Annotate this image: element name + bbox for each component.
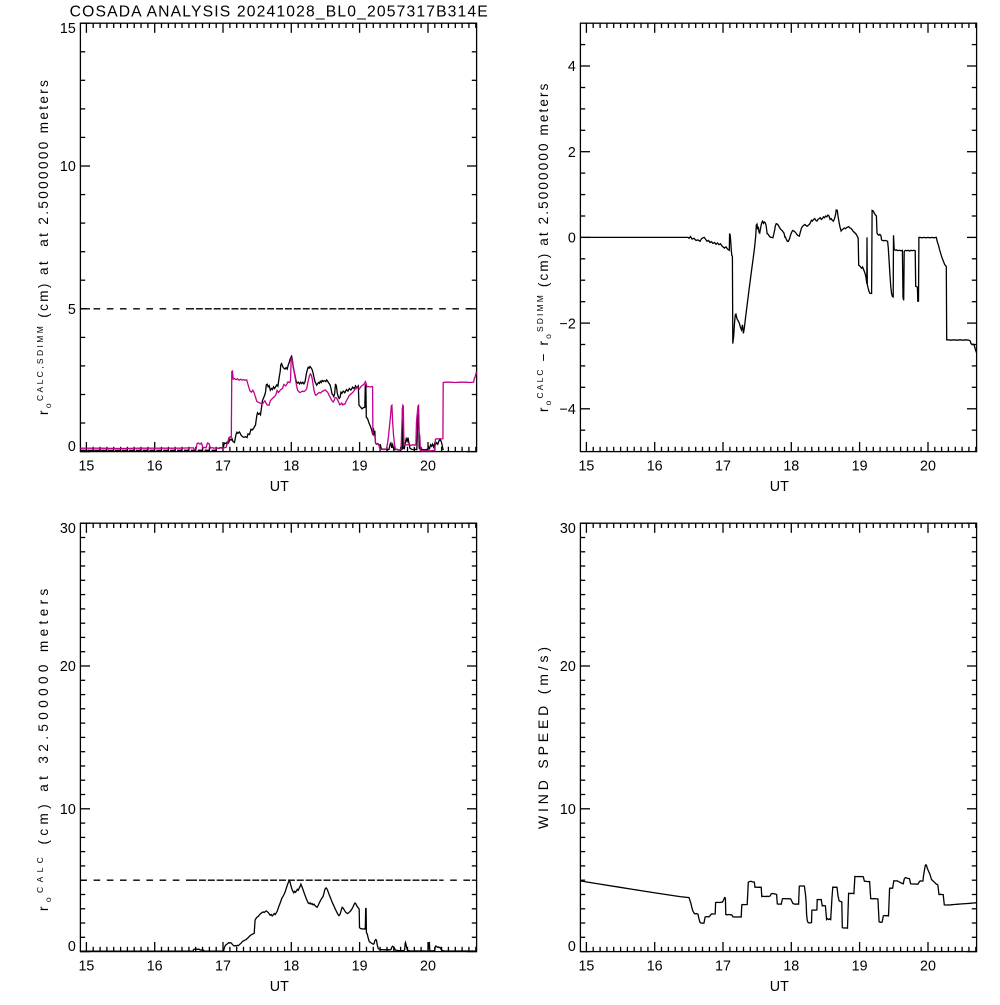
svg-text:roCALC,SDIMM (cm) at at 2.500: roCALC,SDIMM (cm) at at 2.5000000 meters [35, 78, 53, 415]
svg-text:WIND SPEED (m/s): WIND SPEED (m/s) [535, 643, 551, 829]
svg-text:15: 15 [78, 458, 94, 474]
svg-text:COSADA ANALYSIS 20241028_BL0_2: COSADA ANALYSIS 20241028_BL0_2057317B314… [70, 4, 489, 21]
svg-text:0: 0 [68, 939, 76, 955]
svg-text:18: 18 [283, 958, 299, 974]
svg-text:0: 0 [68, 439, 76, 455]
svg-text:−2: −2 [559, 316, 575, 332]
svg-text:18: 18 [783, 958, 799, 974]
svg-text:16: 16 [647, 958, 663, 974]
svg-text:5: 5 [68, 302, 76, 318]
svg-text:UT: UT [770, 479, 789, 495]
svg-text:15: 15 [578, 958, 594, 974]
svg-text:20: 20 [420, 958, 436, 974]
svg-text:18: 18 [783, 458, 799, 474]
svg-text:roCALC (cm) at 32.500000 meter: roCALC (cm) at 32.500000 meters [35, 584, 53, 911]
svg-text:17: 17 [215, 458, 231, 474]
svg-text:16: 16 [147, 458, 163, 474]
svg-text:19: 19 [352, 958, 368, 974]
svg-text:30: 30 [560, 521, 576, 537]
svg-text:17: 17 [215, 958, 231, 974]
svg-text:UT: UT [270, 479, 289, 495]
svg-text:20: 20 [60, 659, 76, 675]
svg-text:17: 17 [715, 958, 731, 974]
svg-text:19: 19 [852, 458, 868, 474]
svg-text:20: 20 [420, 458, 436, 474]
svg-text:20: 20 [920, 458, 936, 474]
svg-text:4: 4 [568, 59, 576, 75]
svg-text:15: 15 [578, 458, 594, 474]
svg-text:−4: −4 [559, 402, 575, 418]
svg-text:30: 30 [60, 521, 76, 537]
svg-text:20: 20 [920, 958, 936, 974]
svg-text:10: 10 [560, 802, 576, 818]
svg-text:17: 17 [715, 458, 731, 474]
svg-text:19: 19 [352, 458, 368, 474]
svg-text:15: 15 [60, 21, 76, 37]
svg-text:16: 16 [647, 458, 663, 474]
svg-text:0: 0 [568, 231, 576, 247]
svg-text:19: 19 [852, 958, 868, 974]
svg-text:UT: UT [770, 979, 789, 995]
svg-text:roCALC − roSDIMM (cm) at 2.500: roCALC − roSDIMM (cm) at 2.5000000 meter… [535, 81, 553, 412]
svg-text:0: 0 [568, 939, 576, 955]
svg-text:18: 18 [283, 458, 299, 474]
svg-text:16: 16 [147, 958, 163, 974]
svg-text:15: 15 [78, 958, 94, 974]
svg-text:10: 10 [60, 802, 76, 818]
svg-text:2: 2 [568, 145, 576, 161]
svg-text:10: 10 [60, 159, 76, 175]
svg-text:UT: UT [270, 979, 289, 995]
svg-text:20: 20 [560, 659, 576, 675]
